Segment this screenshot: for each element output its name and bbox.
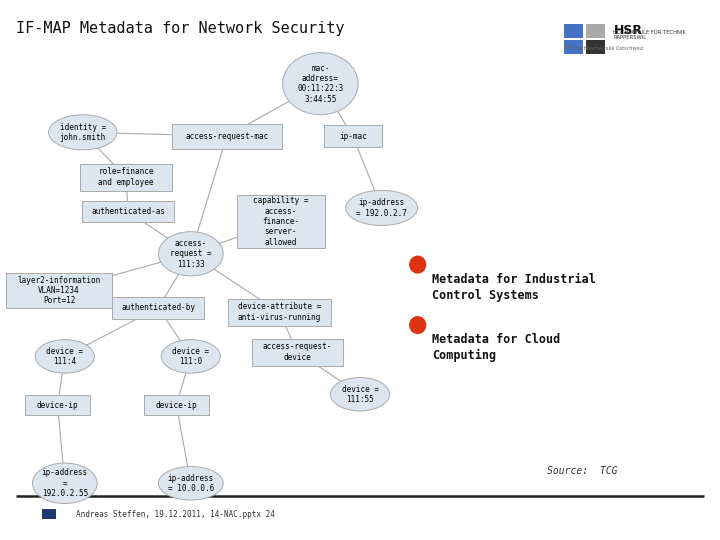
FancyBboxPatch shape xyxy=(25,395,90,415)
FancyBboxPatch shape xyxy=(236,195,325,248)
Text: HOCHSCHULE FÜR TECHNIK: HOCHSCHULE FÜR TECHNIK xyxy=(613,30,686,35)
Text: authenticated-by: authenticated-by xyxy=(122,303,195,312)
Text: RAPPERSWIL: RAPPERSWIL xyxy=(613,35,647,40)
Text: capability =
access-
finance-
server-
allowed: capability = access- finance- server- al… xyxy=(253,196,309,247)
Text: mac-
address=
00:11:22:3
3:44:55: mac- address= 00:11:22:3 3:44:55 xyxy=(297,64,343,104)
Text: device =
111:0: device = 111:0 xyxy=(172,347,210,366)
FancyBboxPatch shape xyxy=(586,24,605,38)
Text: HSR: HSR xyxy=(613,24,642,37)
Text: FHO Fachhochschule Ostschweiz: FHO Fachhochschule Ostschweiz xyxy=(564,46,644,51)
Ellipse shape xyxy=(158,467,223,500)
FancyBboxPatch shape xyxy=(564,24,583,38)
FancyBboxPatch shape xyxy=(172,124,282,149)
FancyBboxPatch shape xyxy=(586,40,605,54)
Ellipse shape xyxy=(330,377,390,411)
Text: identity =
john.smith: identity = john.smith xyxy=(60,123,106,142)
Ellipse shape xyxy=(161,340,220,373)
Text: access-
request =
111:33: access- request = 111:33 xyxy=(170,239,212,269)
FancyBboxPatch shape xyxy=(564,40,583,54)
FancyBboxPatch shape xyxy=(112,297,204,319)
Ellipse shape xyxy=(346,190,418,226)
Text: role=finance
and employee: role=finance and employee xyxy=(98,167,154,187)
FancyBboxPatch shape xyxy=(144,395,209,415)
Ellipse shape xyxy=(35,340,94,373)
Text: ip-address
= 192.0.2.7: ip-address = 192.0.2.7 xyxy=(356,198,407,218)
Text: Source:  TCG: Source: TCG xyxy=(547,466,618,476)
Text: IF-MAP Metadata for Network Security: IF-MAP Metadata for Network Security xyxy=(16,21,344,36)
Ellipse shape xyxy=(158,232,223,276)
Text: device-ip: device-ip xyxy=(156,401,197,409)
Text: ip-address
= 10.0.0.6: ip-address = 10.0.0.6 xyxy=(168,474,214,493)
FancyBboxPatch shape xyxy=(6,273,112,308)
Text: access-request-
device: access-request- device xyxy=(263,342,332,362)
Text: device-ip: device-ip xyxy=(37,401,78,409)
Text: authenticated-as: authenticated-as xyxy=(91,207,165,216)
FancyBboxPatch shape xyxy=(42,509,56,519)
Text: access-request-mac: access-request-mac xyxy=(185,132,269,140)
Ellipse shape xyxy=(410,317,426,333)
FancyBboxPatch shape xyxy=(82,201,174,222)
Text: Metadata for Industrial
Control Systems: Metadata for Industrial Control Systems xyxy=(432,273,596,302)
Text: ip-address
=
192.0.2.55: ip-address = 192.0.2.55 xyxy=(42,468,88,498)
FancyBboxPatch shape xyxy=(228,299,331,326)
Text: device =
111:55: device = 111:55 xyxy=(341,384,379,404)
Ellipse shape xyxy=(48,115,117,150)
FancyBboxPatch shape xyxy=(252,339,343,366)
Ellipse shape xyxy=(410,256,426,273)
Text: device-attribute =
anti-virus-running: device-attribute = anti-virus-running xyxy=(238,302,321,322)
Ellipse shape xyxy=(282,52,359,115)
Text: ip-mac: ip-mac xyxy=(339,132,366,140)
Text: Andreas Steffen, 19.12.2011, 14-NAC.pptx 24: Andreas Steffen, 19.12.2011, 14-NAC.pptx… xyxy=(76,510,274,518)
Text: Metadata for Cloud
Computing: Metadata for Cloud Computing xyxy=(432,333,560,362)
FancyBboxPatch shape xyxy=(324,125,382,147)
Ellipse shape xyxy=(32,463,97,503)
Text: device =
111:4: device = 111:4 xyxy=(46,347,84,366)
FancyBboxPatch shape xyxy=(80,164,172,191)
Text: layer2-information
VLAN=1234
Port=12: layer2-information VLAN=1234 Port=12 xyxy=(17,275,101,306)
